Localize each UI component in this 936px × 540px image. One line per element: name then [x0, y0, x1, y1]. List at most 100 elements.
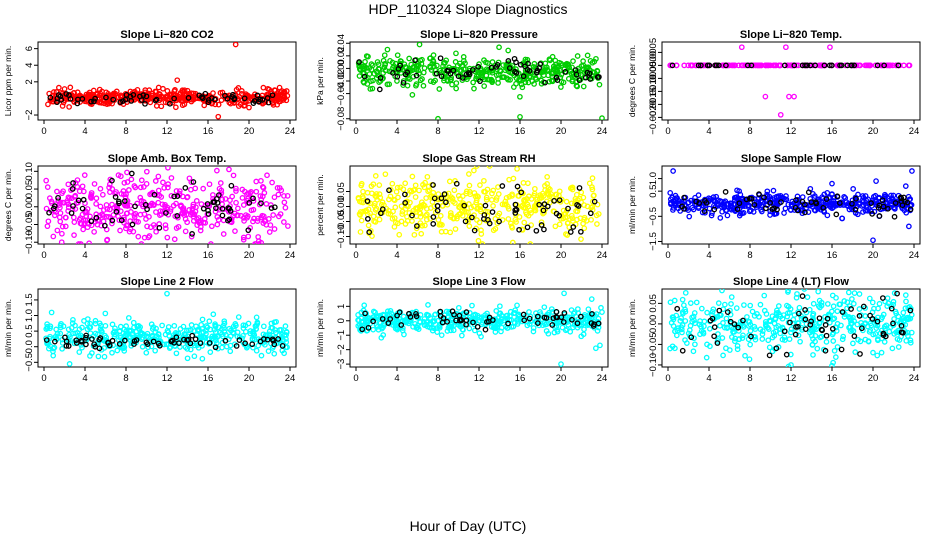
data-point	[486, 166, 493, 169]
data-point	[675, 200, 682, 207]
data-point	[449, 195, 456, 202]
data-point	[547, 57, 553, 64]
flagged-point	[549, 322, 556, 328]
data-point	[43, 205, 50, 212]
data-point	[402, 221, 409, 227]
x-tick-label: 20	[868, 126, 879, 137]
data-point	[109, 321, 116, 328]
data-point	[426, 324, 433, 331]
data-point	[708, 212, 715, 219]
data-point	[752, 336, 759, 343]
data-point	[375, 326, 382, 333]
data-point	[57, 324, 64, 331]
flagged-point	[271, 341, 278, 348]
data-point	[395, 194, 401, 201]
flagged-point	[482, 326, 489, 333]
data-point	[506, 176, 512, 183]
data-point	[258, 214, 265, 221]
data-point	[691, 335, 697, 342]
flagged-point	[109, 337, 116, 344]
flagged-point	[679, 347, 686, 354]
flagged-point	[561, 310, 568, 316]
points	[667, 289, 915, 367]
flagged-point	[58, 97, 65, 103]
data-point	[117, 227, 123, 234]
flagged-point	[269, 336, 276, 343]
data-point	[545, 191, 552, 198]
data-point	[505, 68, 512, 75]
data-point	[541, 304, 548, 311]
y-axis-label: percent per min.	[315, 174, 325, 235]
data-point	[839, 336, 846, 343]
data-point	[411, 231, 418, 238]
data-point	[91, 181, 98, 187]
data-point	[271, 350, 278, 357]
flagged-point	[575, 203, 582, 209]
data-point	[471, 85, 477, 92]
data-point	[184, 327, 190, 334]
data-point	[742, 352, 748, 359]
data-point	[723, 345, 729, 352]
data-point	[451, 187, 458, 194]
data-point	[830, 359, 836, 366]
y-tick-label: −0.10	[336, 224, 347, 248]
data-point	[124, 332, 130, 339]
flagged-point	[110, 96, 116, 103]
data-point	[762, 322, 769, 328]
data-point	[250, 218, 256, 225]
data-point	[67, 84, 74, 91]
data-point	[193, 198, 200, 204]
x-tick-label: 16	[515, 373, 526, 384]
data-point	[692, 341, 698, 348]
data-point	[173, 200, 179, 207]
flagged-point	[171, 193, 178, 200]
data-point	[104, 206, 111, 212]
y-axis-label: degrees C per min.	[627, 45, 637, 117]
flagged-point	[898, 322, 905, 329]
data-point	[703, 354, 710, 361]
data-point	[570, 58, 576, 65]
data-point	[259, 183, 266, 190]
flagged-point	[540, 207, 547, 214]
y-tick-label: −0.02	[336, 69, 347, 93]
data-point	[751, 313, 758, 319]
data-point	[489, 190, 495, 197]
data-point	[137, 184, 144, 191]
data-point	[75, 241, 82, 244]
data-point	[679, 322, 686, 329]
data-point	[728, 294, 735, 300]
data-point	[145, 234, 152, 241]
data-point	[824, 199, 831, 206]
flagged-point	[269, 92, 276, 99]
data-point	[455, 192, 462, 199]
data-point	[428, 321, 434, 328]
y-tick-label: −0.0020	[648, 100, 659, 135]
data-point	[221, 318, 228, 325]
data-point	[165, 181, 171, 187]
data-point	[894, 336, 901, 342]
outlier-point	[762, 93, 769, 100]
data-point	[232, 321, 239, 327]
flagged-point	[200, 205, 207, 212]
data-point	[355, 194, 362, 201]
flagged-point	[52, 338, 58, 345]
flagged-point	[868, 200, 874, 206]
data-point	[795, 332, 802, 339]
flagged-point	[743, 196, 750, 203]
data-point	[258, 177, 264, 184]
flagged-point	[451, 311, 457, 318]
y-tick-label: 0.00	[336, 59, 347, 78]
data-point	[204, 324, 211, 331]
data-point	[777, 326, 784, 332]
data-point	[265, 216, 272, 222]
flagged-point	[477, 78, 483, 85]
data-point	[565, 62, 572, 69]
x-tick-label: 8	[435, 126, 440, 137]
data-point	[585, 306, 592, 313]
data-point	[734, 343, 741, 349]
flagged-point	[153, 96, 160, 103]
flagged-point	[852, 206, 859, 213]
data-point	[434, 62, 440, 69]
data-point	[739, 196, 746, 203]
y-tick-label: −0.0015	[648, 87, 659, 122]
